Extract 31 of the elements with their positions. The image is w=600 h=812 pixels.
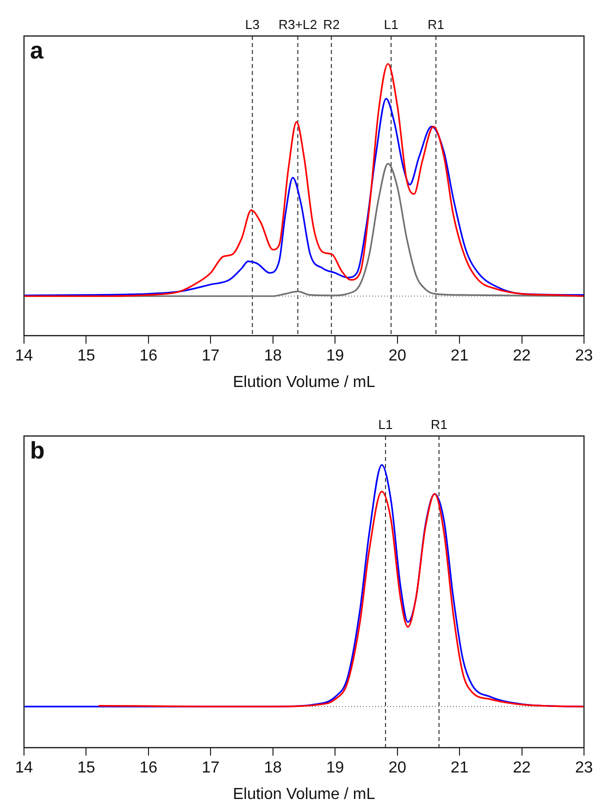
- ref-line-label: R2: [323, 17, 340, 32]
- chart-title: a: [30, 38, 44, 65]
- x-tick-label: 16: [140, 348, 158, 365]
- x-tick-label: 14: [15, 348, 33, 365]
- x-tick-label: 21: [450, 348, 469, 365]
- x-tick-label: 14: [15, 760, 33, 777]
- ref-line-label: R3+L2: [278, 17, 318, 32]
- x-tick-label: 17: [202, 760, 220, 777]
- x-tick-label: 19: [326, 760, 344, 777]
- chart-title: b: [30, 438, 45, 465]
- x-tick-label: 22: [512, 348, 531, 365]
- x-tick-label: 20: [388, 348, 406, 365]
- ref-line-label: L1: [384, 17, 398, 32]
- x-axis-title: Elution Volume / mL: [232, 786, 376, 803]
- x-tick-label: 23: [575, 760, 593, 777]
- x-tick-label: 17: [202, 348, 220, 365]
- x-tick-label: 22: [512, 760, 531, 777]
- x-tick-label: 15: [77, 760, 96, 777]
- ref-line-label: R1: [428, 17, 444, 32]
- x-tick-label: 21: [450, 760, 469, 777]
- x-axis-title: Elution Volume / mL: [232, 374, 376, 391]
- x-tick-label: 15: [77, 348, 96, 365]
- x-tick-label: 18: [264, 348, 282, 365]
- ref-line-label: L3: [245, 17, 260, 32]
- ref-line-label: R1: [430, 417, 448, 432]
- ref-line-label: L1: [378, 417, 393, 432]
- x-tick-label: 23: [575, 348, 593, 365]
- x-tick-label: 20: [388, 760, 406, 777]
- x-tick-label: 18: [264, 760, 282, 777]
- x-tick-label: 19: [326, 348, 344, 365]
- x-tick-label: 16: [140, 760, 158, 777]
